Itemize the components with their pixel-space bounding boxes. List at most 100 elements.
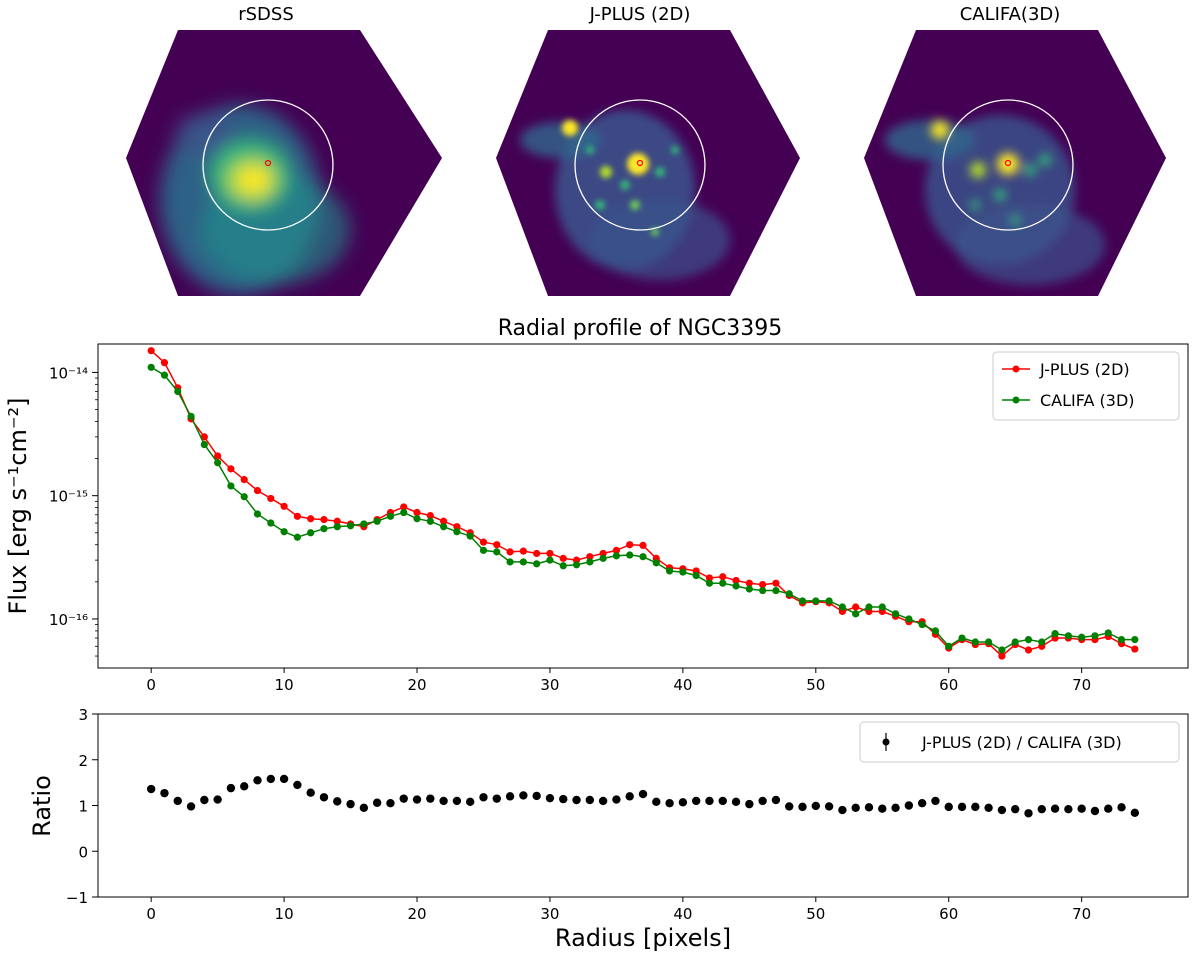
data-point-califa-3d (931, 627, 940, 635)
galaxy-emission-rsdss (160, 105, 350, 295)
data-point-j-plus-2d (599, 549, 607, 558)
data-point-califa-3d (440, 523, 448, 531)
data-point-j-plus-2d (160, 359, 169, 367)
data-point-califa-3d (453, 528, 461, 536)
data-point-j-plus-2d (759, 580, 767, 589)
image-panel-jplus: J-PLUS (2D) (496, 4, 800, 296)
data-point-califa-3d (852, 610, 860, 618)
ratio-point (971, 802, 980, 812)
data-point-califa-3d (759, 586, 767, 595)
ratio-point (266, 774, 276, 784)
data-point-j-plus-2d (147, 347, 155, 355)
ratio-point (824, 802, 834, 811)
data-point-califa-3d (1078, 633, 1086, 641)
legend-label-califa: CALIFA (3D) (1040, 391, 1135, 410)
ratio-point (505, 792, 515, 801)
ratio-point (798, 802, 807, 812)
panel-title-jplus: J-PLUS (2D) (589, 4, 691, 25)
ratio-point (186, 802, 196, 811)
ratio-point (386, 799, 395, 808)
data-point-j-plus-2d (732, 576, 740, 585)
data-point-califa-3d (639, 553, 647, 561)
x-tick-label: 0 (146, 676, 156, 694)
ratio-point (878, 804, 887, 813)
data-point-j-plus-2d (426, 511, 434, 520)
data-point-j-plus-2d (519, 547, 527, 555)
data-point-califa-3d (253, 510, 262, 518)
data-point-j-plus-2d (719, 573, 727, 581)
ratio-point (917, 799, 927, 808)
data-point-califa-3d (160, 371, 169, 379)
chart-title: Radial profile of NGC3395 (498, 316, 783, 341)
data-point-califa-3d (200, 440, 208, 449)
ratio-point (904, 801, 914, 810)
ratio-point (1064, 804, 1073, 814)
data-point-califa-3d (533, 560, 541, 568)
legend-box (992, 351, 1180, 421)
data-point-califa-3d (1117, 635, 1126, 644)
y-tick-label: 10⁻¹⁵ (49, 488, 88, 506)
data-point-califa-3d (333, 523, 341, 531)
data-point-j-plus-2d (559, 554, 567, 562)
series-layer (146, 774, 1140, 818)
data-point-califa-3d (147, 363, 155, 371)
ratio-point (838, 805, 847, 815)
ratio-point (213, 795, 222, 804)
x-tick-label: 40 (673, 905, 692, 923)
x-tick-label: 10 (275, 905, 294, 923)
data-point-califa-3d (267, 519, 275, 527)
data-point-califa-3d (572, 561, 581, 569)
ratio-point (585, 795, 595, 805)
data-point-califa-3d (307, 529, 315, 537)
data-point-califa-3d (891, 610, 900, 618)
ratio-point (1090, 806, 1100, 816)
x-tick-label: 20 (407, 905, 426, 923)
data-point-j-plus-2d (533, 549, 541, 558)
data-point-califa-3d (865, 603, 873, 611)
ratio-point (1104, 804, 1113, 813)
data-point-califa-3d (1064, 632, 1072, 640)
ratio-point (173, 796, 182, 806)
data-point-califa-3d (400, 508, 408, 517)
data-point-califa-3d (945, 642, 953, 650)
center-marker (264, 159, 272, 167)
ratio-point (559, 794, 568, 804)
x-tick-label: 10 (275, 676, 294, 694)
data-point-califa-3d (785, 590, 793, 598)
data-point-califa-3d (798, 597, 807, 605)
data-point-califa-3d (546, 556, 554, 564)
image-panel-rsdss: rSDSS (126, 4, 442, 296)
x-tick-label: 30 (540, 676, 559, 694)
series-line-j-plus-2d (150, 350, 1136, 658)
data-point-califa-3d (692, 571, 700, 580)
ratio-point (612, 795, 621, 804)
data-point-j-plus-2d (253, 486, 262, 495)
x-tick-label: 20 (407, 676, 426, 694)
ratio-point (240, 782, 249, 791)
x-tick-label: 40 (673, 676, 692, 694)
ratio-point (333, 797, 342, 806)
series-layer (147, 347, 1139, 660)
legend-label-ratio: J-PLUS (2D) / CALIFA (3D) (921, 733, 1122, 752)
panel-title-rsdss: rSDSS (238, 4, 294, 25)
ratio-point (638, 789, 648, 799)
ratio-point (465, 797, 475, 807)
data-point-califa-3d (626, 551, 634, 559)
data-point-califa-3d (1131, 635, 1139, 644)
legend-label-jplus: J-PLUS (2D) (1039, 360, 1130, 379)
ratio-point (851, 803, 860, 812)
ratio-point (652, 797, 661, 807)
ratio-chart: 0 10 20 30 40 50 60 70 −1 0 1 2 3 Ratio Radius [pixe… (28, 706, 1189, 952)
y-tick-label: 10⁻¹⁶ (49, 611, 88, 629)
center-marker (1004, 159, 1012, 167)
data-point-j-plus-2d (626, 541, 634, 549)
data-point-califa-3d (812, 597, 820, 605)
data-point-califa-3d (1104, 629, 1112, 637)
data-point-j-plus-2d (293, 512, 301, 520)
ratio-point (426, 794, 435, 803)
radial-profile-chart: Radial profile of NGC3395 0 10 20 30 40 50 60 7… (4, 316, 1189, 694)
ratio-point (226, 783, 236, 793)
legend: J-PLUS (2D) CALIFA (3D) (992, 351, 1180, 421)
ratio-point (678, 798, 688, 807)
legend-marker-ratio (882, 738, 890, 746)
